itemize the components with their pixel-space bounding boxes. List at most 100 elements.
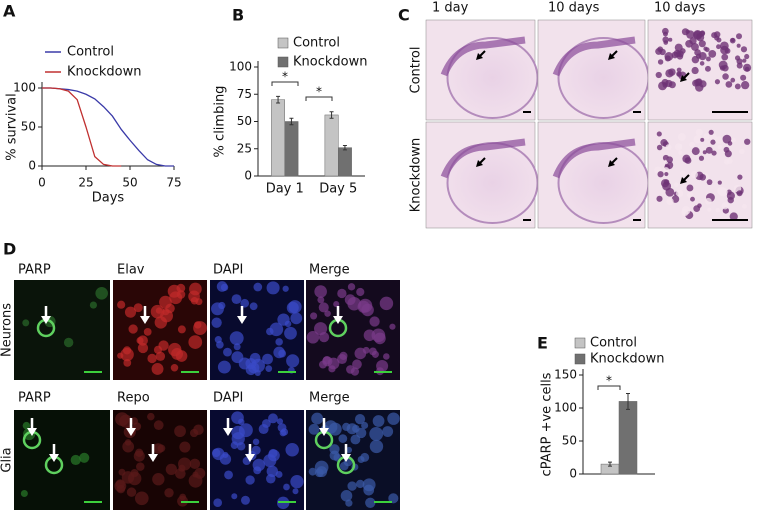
nucleus bbox=[707, 207, 712, 212]
error-bar bbox=[608, 461, 612, 467]
nucleus bbox=[660, 139, 668, 147]
nucleus bbox=[731, 137, 737, 143]
y-tick-label: 50 bbox=[21, 120, 36, 134]
panel-letter: E bbox=[537, 334, 548, 353]
panel-letter: C bbox=[398, 6, 410, 25]
x-tick-label: Day 1 bbox=[266, 182, 304, 197]
nucleus bbox=[699, 61, 705, 66]
cell-dot bbox=[263, 454, 277, 468]
cell-dot bbox=[310, 312, 318, 320]
cell-dot bbox=[352, 359, 362, 370]
nucleus bbox=[663, 167, 670, 173]
cell-dot bbox=[238, 423, 253, 438]
cell-dot bbox=[262, 419, 271, 428]
arrow-head bbox=[41, 316, 51, 324]
cell-dot bbox=[133, 303, 143, 313]
cell-dot bbox=[240, 495, 250, 505]
cell-dot bbox=[147, 353, 157, 364]
nucleus bbox=[727, 196, 734, 204]
cell-dot bbox=[179, 441, 191, 453]
nucleus bbox=[715, 136, 723, 144]
cell-dot bbox=[265, 365, 273, 373]
nucleus bbox=[704, 65, 711, 72]
cell-dot bbox=[155, 351, 166, 361]
cell-dot bbox=[213, 498, 223, 508]
cell-dot bbox=[338, 434, 348, 443]
y-tick-label: 100 bbox=[554, 401, 577, 415]
cell-dot bbox=[347, 283, 356, 291]
cell-dot bbox=[363, 484, 375, 496]
cell-dot bbox=[223, 347, 232, 357]
nucleus bbox=[665, 144, 672, 151]
fluorescence-image bbox=[14, 280, 110, 380]
cell-dot bbox=[245, 475, 255, 485]
bar bbox=[618, 401, 638, 475]
arrow-head bbox=[148, 454, 158, 462]
nucleus bbox=[721, 53, 729, 61]
cell-dot bbox=[157, 444, 166, 453]
nucleus bbox=[662, 31, 668, 37]
cell-dot bbox=[188, 473, 203, 488]
cell-dot bbox=[116, 484, 126, 494]
cell-dot bbox=[217, 360, 231, 374]
cell-dot bbox=[354, 347, 367, 360]
cell-dot bbox=[153, 345, 163, 354]
cell-dot bbox=[211, 448, 221, 458]
cell-dot bbox=[374, 332, 386, 345]
cell-layer bbox=[440, 138, 526, 179]
cell-dot bbox=[117, 300, 126, 309]
cell-dot bbox=[152, 473, 165, 486]
arrow-head bbox=[126, 428, 136, 436]
cell-dot bbox=[371, 350, 379, 358]
nucleus bbox=[685, 39, 693, 48]
cell-dot bbox=[218, 301, 226, 310]
nucleus bbox=[715, 207, 721, 213]
cell-dot bbox=[357, 456, 365, 463]
cell-dot bbox=[216, 340, 224, 349]
cell-dot bbox=[147, 412, 155, 421]
cell-dot bbox=[340, 490, 353, 502]
cell-dot bbox=[286, 354, 300, 368]
cell-dot bbox=[286, 301, 299, 314]
cell-dot bbox=[314, 285, 327, 298]
survival-curve bbox=[42, 87, 174, 167]
cell-dot bbox=[193, 321, 207, 335]
bar bbox=[284, 121, 299, 177]
y-axis-label: cPARP +ve cells bbox=[540, 372, 555, 476]
arrow-head bbox=[608, 53, 615, 60]
nucleus bbox=[721, 202, 729, 210]
nucleus bbox=[744, 53, 750, 60]
nucleus bbox=[740, 46, 748, 53]
nucleus bbox=[718, 60, 728, 70]
cell-dot bbox=[22, 319, 30, 327]
row-label: Neurons bbox=[0, 303, 15, 357]
nucleus bbox=[676, 189, 684, 197]
nucleus bbox=[662, 181, 672, 191]
arrow-head bbox=[245, 454, 255, 462]
cell-dot bbox=[193, 424, 204, 436]
bar bbox=[338, 147, 352, 177]
cell-dot bbox=[137, 342, 149, 354]
bar bbox=[324, 114, 339, 177]
cell-dot bbox=[174, 425, 186, 438]
cell-dot bbox=[324, 310, 331, 317]
cell-dot bbox=[369, 427, 384, 441]
nucleus bbox=[663, 40, 669, 45]
legend-label: Knockdown bbox=[293, 55, 367, 70]
nucleus bbox=[725, 81, 733, 88]
nucleus bbox=[691, 147, 700, 156]
cell-dot bbox=[79, 452, 90, 463]
bar bbox=[271, 99, 285, 177]
nucleus bbox=[689, 141, 695, 148]
cell-dot bbox=[231, 493, 238, 500]
cell-dot bbox=[153, 420, 164, 431]
arrow-head bbox=[608, 160, 615, 167]
cell-dot bbox=[231, 351, 244, 364]
x-tick-label: Day 5 bbox=[319, 182, 357, 197]
row-label: Knockdown bbox=[409, 138, 424, 212]
cell-dot bbox=[211, 317, 222, 328]
nucleus bbox=[692, 79, 699, 87]
column-label: Elav bbox=[117, 263, 145, 278]
nucleus bbox=[720, 45, 729, 55]
cell-dot bbox=[155, 307, 163, 314]
